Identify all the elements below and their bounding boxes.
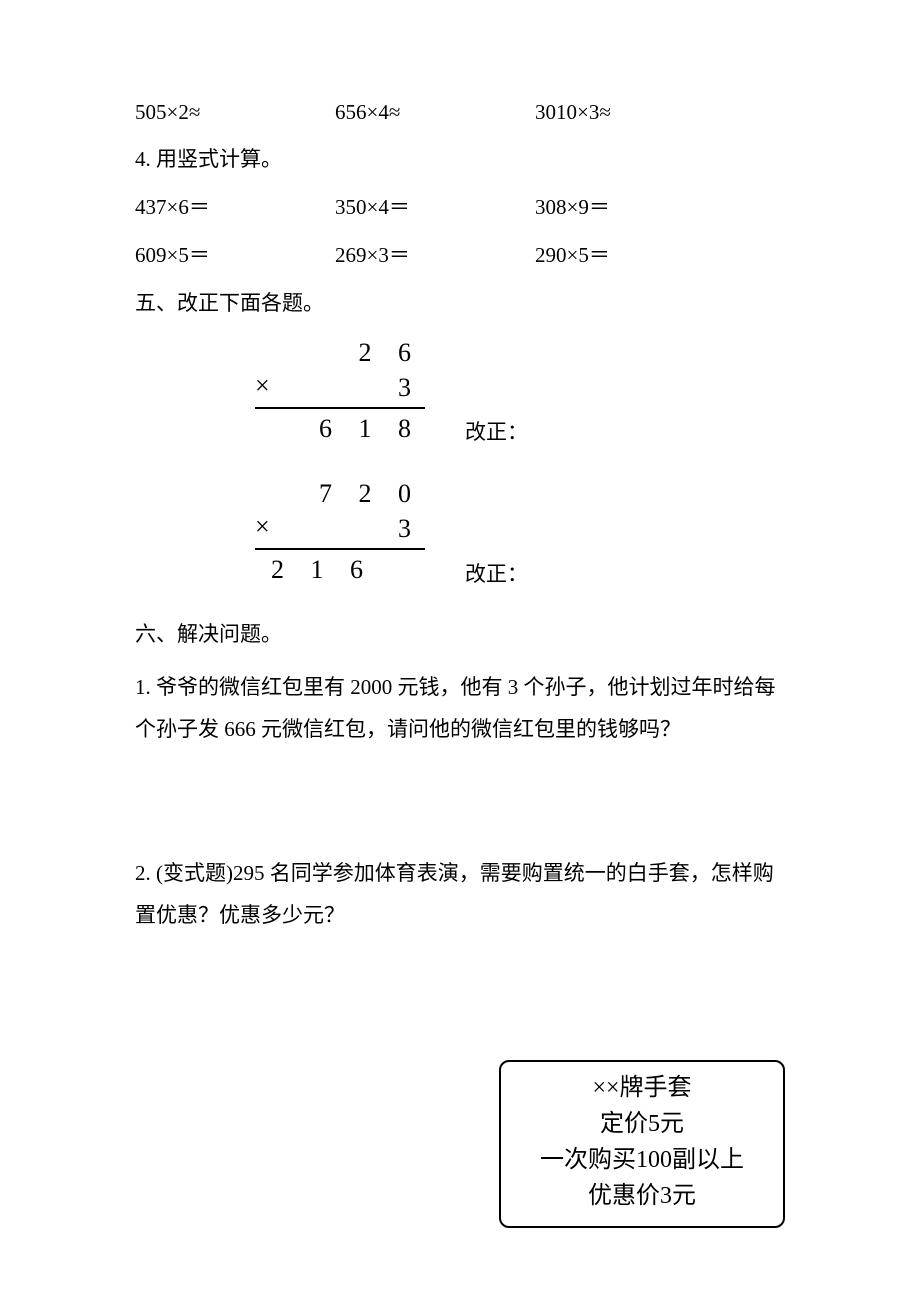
- sec4-r1-b: 350×4＝: [335, 191, 535, 221]
- correct-label-2: 改正：: [465, 558, 528, 588]
- vcalc2-multnum: 3: [398, 514, 421, 543]
- sec4-row2: 609×5＝ 269×3＝ 290×5＝: [135, 239, 785, 269]
- vcalc2-mid: × 3: [255, 511, 425, 550]
- multiply-icon: ×: [255, 368, 270, 403]
- vcalc2: 7 2 0 × 3 2 1 6: [255, 476, 425, 587]
- sec4-r1-a: 437×6＝: [135, 191, 335, 221]
- vcalc1-result: 6 1 8: [255, 409, 425, 446]
- glove-line-3: 一次购买100副以上: [507, 1142, 777, 1178]
- vcalc2-top: 7 2 0: [255, 476, 425, 511]
- vcalc1-top: 2 6: [255, 335, 425, 370]
- correct-label-1: 改正：: [465, 416, 528, 446]
- estimation-row: 505×2≈ 656×4≈ 3010×3≈: [135, 100, 785, 125]
- glove-line-4: 优惠价3元: [507, 1178, 777, 1214]
- section-5-title: 五、改正下面各题。: [135, 287, 785, 317]
- estim-c: 3010×3≈: [535, 100, 735, 125]
- vertical-calc-1: 2 6 × 3 6 1 8 改正：: [255, 335, 785, 446]
- section-4-title: 4. 用竖式计算。: [135, 143, 785, 173]
- sec4-r1-c: 308×9＝: [535, 191, 735, 221]
- estim-b: 656×4≈: [335, 100, 535, 125]
- vcalc1: 2 6 × 3 6 1 8: [255, 335, 425, 446]
- question-2: 2. (变式题)295 名同学参加体育表演，需要购置统一的白手套，怎样购置优惠？…: [135, 852, 785, 936]
- vcalc1-mid: × 3: [255, 370, 425, 409]
- estim-a: 505×2≈: [135, 100, 335, 125]
- multiply-icon: ×: [255, 509, 270, 544]
- vcalc2-result: 2 1 6: [255, 550, 425, 587]
- section-6-title: 六、解决问题。: [135, 618, 785, 648]
- sec4-r2-c: 290×5＝: [535, 239, 735, 269]
- vertical-calc-2: 7 2 0 × 3 2 1 6 改正：: [255, 476, 785, 587]
- sec4-row1: 437×6＝ 350×4＝ 308×9＝: [135, 191, 785, 221]
- answer-space-1: [135, 762, 785, 852]
- sec4-r2-b: 269×3＝: [335, 239, 535, 269]
- vcalc1-multnum: 3: [398, 373, 421, 402]
- sec4-r2-a: 609×5＝: [135, 239, 335, 269]
- glove-line-1: ××牌手套: [507, 1070, 777, 1106]
- question-1: 1. 爷爷的微信红包里有 2000 元钱，他有 3 个孙子，他计划过年时给每个孙…: [135, 666, 785, 750]
- glove-line-2: 定价5元: [507, 1106, 777, 1142]
- glove-price-box: ××牌手套 定价5元 一次购买100副以上 优惠价3元: [499, 1060, 785, 1228]
